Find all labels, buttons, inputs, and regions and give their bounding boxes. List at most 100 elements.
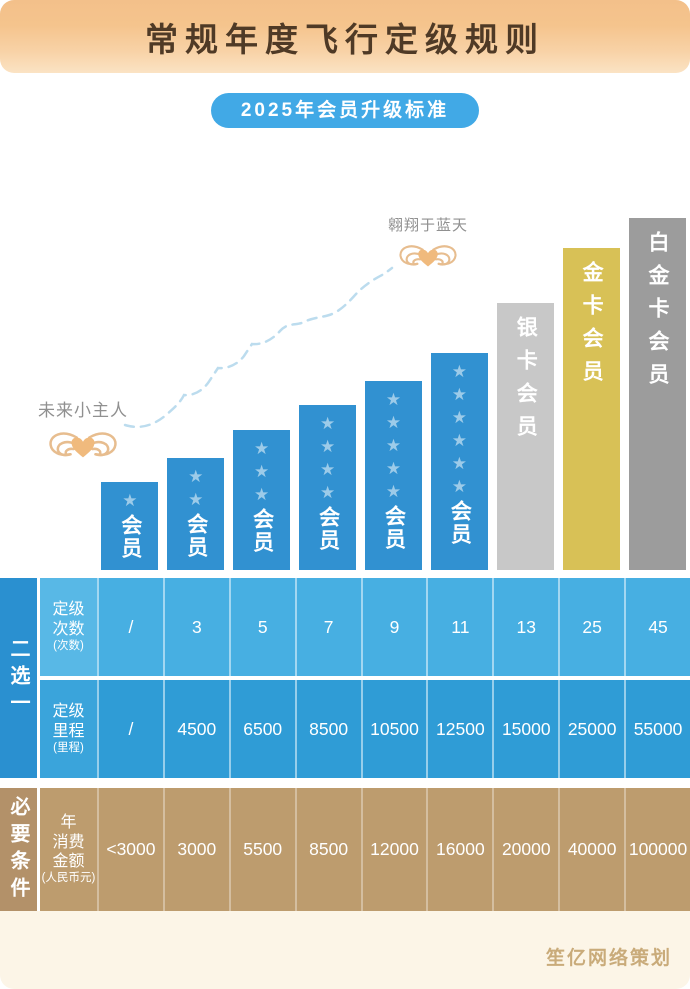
table-row-annual-spend: 年 消费 金额 (人民币元) <3000 3000 5500 8500 12000 160…: [40, 788, 690, 911]
value-cell: 8500: [294, 788, 361, 911]
value-cell: 6500: [228, 680, 295, 778]
tier-bar-1: ★ 会员: [101, 482, 159, 570]
bar-label: 会员: [316, 506, 340, 552]
annotation-future-owner: 未来小主人: [28, 396, 138, 471]
attr-sub-text: (人民币元): [41, 871, 96, 884]
tier-bar-8: 金卡会员: [562, 248, 620, 570]
bar-label: 会员: [382, 505, 406, 551]
star-icon: ★: [385, 459, 402, 478]
star-icon: ★: [188, 467, 204, 486]
value-cell: 45: [624, 578, 690, 676]
star-icon: ★: [385, 482, 402, 501]
page-title: 常规年度飞行定级规则: [145, 20, 545, 58]
annotation-text: 翱翔于蓝天: [387, 217, 468, 234]
star-icon: ★: [451, 477, 467, 496]
attr-sub-text: (次数): [53, 639, 84, 652]
value-cell: 10500: [360, 680, 427, 778]
star-icon: ★: [319, 437, 336, 456]
bars-layer: ★ 会员 ★ ★ 会员 ★ ★ ★ 会员 ★ ★ ★ ★ 会员 ★ ★ ★ ★ ★ 会员 ★ ★ ★ ★ ★ ★ 会员 银卡会员 金卡会…: [0, 128, 690, 578]
attr-text: 消费: [52, 833, 85, 851]
value-cell: 9: [360, 578, 427, 676]
value-cell: 25000: [558, 680, 625, 778]
attr-cell-count: 定级 次数 (次数): [40, 578, 97, 676]
tier-bar-4: ★ ★ ★ ★ 会员: [299, 405, 357, 570]
bar-label: 会员: [250, 508, 274, 554]
row-separator: [40, 676, 690, 680]
value-cell: 40000: [558, 788, 625, 911]
tier-bar-7: 银卡会员: [496, 303, 554, 570]
annotation-text: 未来小主人: [38, 401, 128, 420]
attr-text: 次数: [52, 620, 85, 638]
year-standard-badge: 2025年会员升级标准: [210, 93, 480, 128]
tier-bar-2: ★ ★ 会员: [167, 458, 225, 570]
header-banner: 常规年度飞行定级规则: [0, 0, 690, 73]
tier-bar-5: ★ ★ ★ ★ ★ 会员: [364, 381, 422, 570]
required-condition-table: 必要条件 年 消费 金额 (人民币元) <3000 3000 5500 8500 120…: [0, 788, 690, 911]
star-icon: ★: [254, 462, 270, 481]
attr-text: 年: [60, 814, 77, 832]
annotation-blue-sky: 翱翔于蓝天: [386, 214, 470, 278]
bar-label: 会员: [448, 500, 472, 546]
table-row-flight-count: 定级 次数 (次数) /3 5 7 9 11 13 25 45: [40, 578, 690, 676]
value-cell: /: [97, 578, 163, 676]
value-cell: 12500: [426, 680, 493, 778]
value-cell: 12000: [360, 788, 427, 911]
star-icon: ★: [254, 485, 270, 504]
bar-label: 会员: [118, 514, 142, 560]
attr-text: 定级: [52, 703, 85, 721]
bar-label: 金卡会员: [580, 261, 604, 393]
table-row-flight-mileage: 定级 里程 (里程) /4500 6500 8500 10500 12500 15000 2…: [40, 680, 690, 778]
tier-bar-9: 白金卡会员: [628, 218, 686, 570]
attr-cell-spend: 年 消费 金额 (人民币元): [40, 788, 97, 911]
star-icon: ★: [319, 414, 336, 433]
bar-label: 银卡会员: [514, 316, 538, 448]
badge-row: 2025年会员升级标准: [0, 73, 690, 128]
star-icon: ★: [451, 431, 467, 450]
value-cell: 55000: [624, 680, 690, 778]
star-icon: ★: [188, 490, 204, 509]
value-cell: 13: [492, 578, 559, 676]
tier-bar-6: ★ ★ ★ ★ ★ ★ 会员: [430, 353, 488, 570]
value-cell: 8500: [294, 680, 361, 778]
star-icon: ★: [122, 491, 138, 510]
tier-bar-3: ★ ★ ★ 会员: [233, 430, 291, 570]
star-icon: ★: [319, 460, 336, 479]
section-gap: [0, 778, 690, 788]
footer-strip: 笙亿网络策划: [0, 911, 690, 989]
value-cell: 4500: [162, 680, 229, 778]
attr-text: 里程: [52, 722, 85, 740]
star-icon: ★: [385, 436, 402, 455]
star-icon: ★: [385, 390, 402, 409]
value-cell: 16000: [426, 788, 493, 911]
value-cell: /: [97, 680, 163, 778]
value-cell: 15000: [492, 680, 559, 778]
star-icon: ★: [385, 413, 402, 432]
attr-text: 定级: [52, 601, 85, 619]
qualification-table: 二选一 定级 次数 (次数) /3 5 7 9 11 13 25 45 定级 里程 (里程) …: [0, 578, 690, 778]
group-label-required: 必要条件: [0, 788, 37, 911]
star-icon: ★: [451, 362, 467, 381]
attr-cell-mileage: 定级 里程 (里程): [40, 680, 97, 778]
value-cell: 3: [162, 578, 229, 676]
value-cell: 3000: [162, 788, 229, 911]
value-cell: <3000: [97, 788, 163, 911]
value-cell: 25: [558, 578, 625, 676]
star-icon: ★: [451, 454, 467, 473]
bar-label: 白金卡会员: [646, 231, 670, 396]
value-cell: 5500: [228, 788, 295, 911]
attr-sub-text: (里程): [53, 741, 84, 754]
chart-area: 未来小主人 翱翔于蓝天: [0, 128, 690, 578]
bar-label: 会员: [184, 513, 208, 559]
star-icon: ★: [451, 385, 467, 404]
group-label-choose-one: 二选一: [0, 578, 37, 778]
star-icon: ★: [254, 439, 270, 458]
value-cell: 11: [426, 578, 493, 676]
value-cell: 5: [228, 578, 295, 676]
attr-text: 金额: [52, 852, 85, 870]
watermark-text: 笙亿网络策划: [545, 948, 672, 969]
star-icon: ★: [319, 483, 336, 502]
value-cell: 20000: [492, 788, 559, 911]
value-cell: 7: [294, 578, 361, 676]
star-icon: ★: [451, 408, 467, 427]
